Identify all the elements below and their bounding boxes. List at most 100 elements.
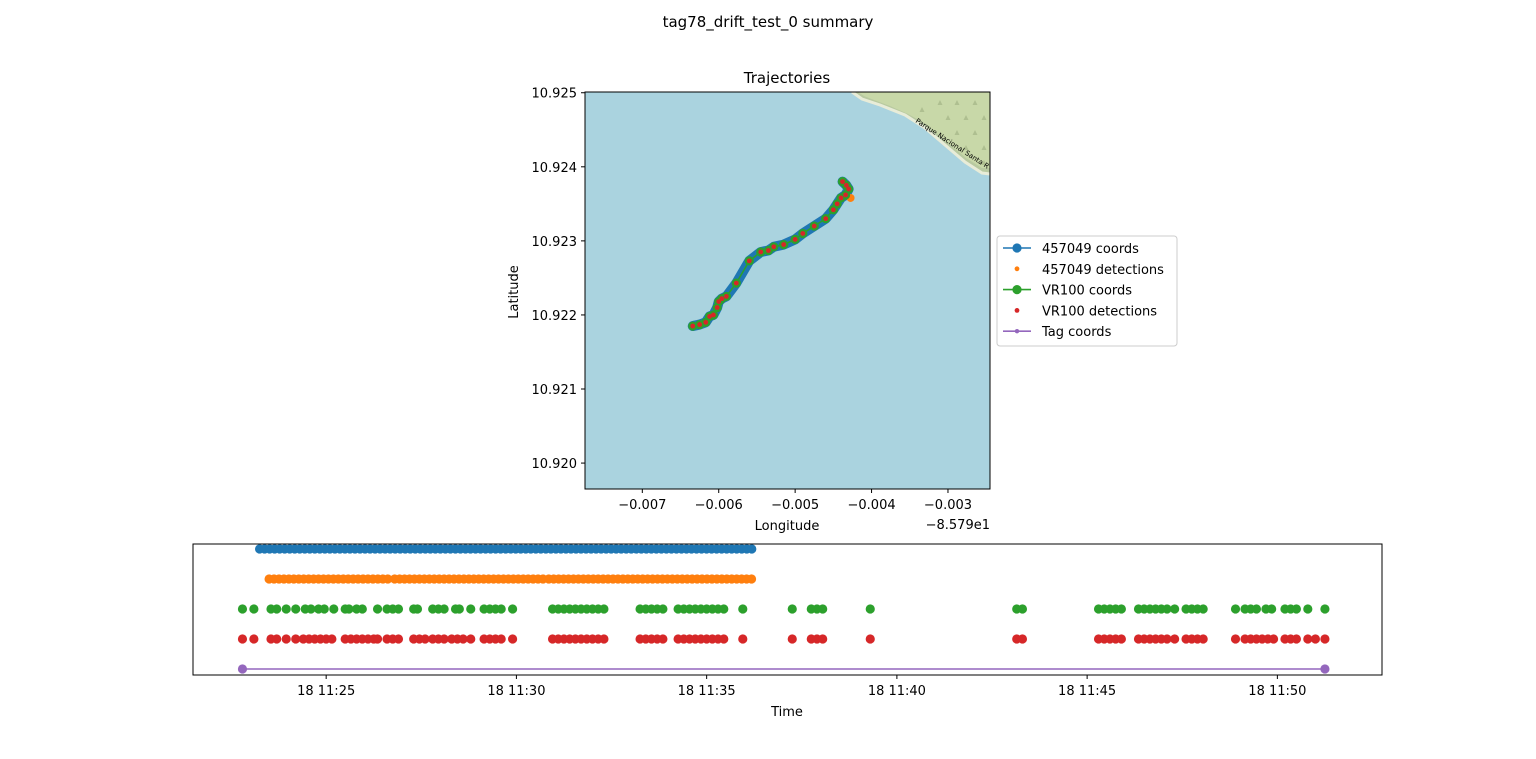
timeline-x-tick-label: 18 11:30 [487, 684, 545, 699]
timeline-point [291, 604, 301, 614]
vr100-detection-point [771, 244, 777, 250]
timeline-point [865, 604, 875, 614]
vr100-detection-point [765, 248, 771, 253]
timeline-point [237, 634, 248, 644]
timeline-point [319, 604, 329, 614]
legend-entry: Tag coords [1003, 325, 1112, 340]
timeline-point [599, 634, 609, 644]
timeline-marks [237, 544, 1330, 674]
vr100-detection-point [823, 216, 829, 222]
timeline-point [719, 634, 729, 644]
timeline-point [1320, 604, 1330, 614]
timeline-point [1303, 634, 1313, 644]
timeline-point [249, 634, 259, 644]
legend-marker [1014, 329, 1020, 334]
timeline-point [818, 604, 828, 614]
timeline-point [1310, 634, 1321, 644]
legend-label: Tag coords [1041, 325, 1112, 340]
map-x-tick-label: −0.004 [848, 498, 896, 513]
vr100-detection-point [716, 299, 722, 305]
timeline-point [1162, 634, 1172, 644]
timeline-point [1320, 634, 1330, 644]
timeline-point [1170, 634, 1180, 644]
timeline-point [327, 634, 337, 644]
timeline-point [1303, 604, 1313, 614]
trajectory-layer [687, 176, 855, 332]
timeline-point [249, 604, 259, 614]
timeline-point [738, 604, 748, 614]
timeline-point [1198, 634, 1208, 644]
timeline-point [1162, 604, 1172, 614]
timeline-point [237, 604, 248, 614]
timeline-point [1017, 604, 1028, 614]
map-y-tick-label: 10.921 [532, 383, 578, 398]
vr100-detection-point [697, 322, 703, 327]
vr100-detection-point [846, 186, 852, 192]
vr100-detection-point [830, 207, 836, 213]
timeline-point [865, 634, 875, 644]
timeline-point [747, 544, 757, 554]
vr100-detection-point [714, 305, 720, 310]
legend-marker [1012, 285, 1022, 295]
timeline-point [372, 634, 383, 644]
timeline-point [658, 604, 668, 614]
timeline-point [1291, 634, 1301, 644]
timeline-point [420, 634, 430, 644]
timeline-point [372, 604, 383, 614]
timeline-point [746, 574, 757, 584]
timeline-point [496, 604, 506, 614]
timeline-x-tick-label: 18 11:40 [868, 684, 926, 699]
map-x-axis: −0.007 −0.006 −0.005 −0.004 −0.003 [618, 489, 972, 513]
timeline-point [272, 604, 282, 614]
water-background [585, 92, 990, 489]
timeline-point [818, 634, 828, 644]
map-y-tick-label: 10.922 [532, 309, 578, 324]
map-y-tick-label: 10.925 [532, 87, 578, 102]
trajectories-panel: Trajectories Parque Nacional Santa R −0.… [507, 69, 991, 534]
timeline-point [658, 634, 668, 644]
legend-label: VR100 detections [1042, 304, 1157, 319]
vr100-detection-point [707, 314, 712, 319]
timeline-point [1291, 604, 1301, 614]
map-y-axis: 10.920 10.921 10.922 10.923 10.924 10.925 [532, 87, 585, 472]
timeline-point [466, 634, 476, 644]
timeline-point [1268, 634, 1279, 644]
timeline-point [439, 604, 449, 614]
figure-title: tag78_drift_test_0 summary [663, 13, 874, 32]
vr100-detection-point [719, 296, 725, 302]
timeline-point [496, 634, 506, 644]
vr100-detection-point [703, 319, 709, 325]
vr100-detection-point [710, 312, 716, 318]
timeline-point [599, 604, 609, 614]
timeline-point [454, 604, 464, 614]
timeline-point [1230, 604, 1241, 614]
timeline-point [1170, 604, 1180, 614]
map-x-tick-label: −0.006 [695, 498, 743, 513]
legend-entry: 457049 detections [1014, 263, 1164, 278]
legend-entry: VR100 detections [1014, 304, 1157, 319]
legend-marker [1014, 266, 1020, 272]
legend-label: 457049 coords [1042, 242, 1139, 257]
timeline-point [281, 634, 291, 644]
timeline-point [1230, 634, 1241, 644]
vr100-detection-point [838, 195, 844, 201]
map-x-tick-label: −0.005 [771, 498, 819, 513]
timeline-point [787, 634, 797, 644]
timeline-panel: 18 11:25 18 11:30 18 11:35 18 11:40 18 11:45… [192, 543, 1383, 720]
timeline-point [508, 634, 518, 644]
timeline-x-axis: 18 11:25 18 11:30 18 11:35 18 11:40 18 11:45… [297, 675, 1306, 699]
vr100-detection-point [792, 236, 798, 242]
timeline-point [357, 604, 367, 614]
timeline-point [738, 634, 748, 644]
vr100-detection-point [800, 231, 806, 236]
map-y-tick-label: 10.924 [532, 161, 578, 176]
timeline-point [291, 634, 301, 644]
legend-label: 457049 detections [1042, 263, 1164, 278]
timeline-point [306, 604, 316, 614]
timeline-point [329, 604, 339, 614]
timeline-point [412, 604, 423, 614]
vr100-detection-point [758, 249, 764, 255]
legend-entry: VR100 coords [1003, 284, 1132, 299]
timeline-point [719, 604, 729, 614]
legend: 457049 coords 457049 detections VR100 coor… [996, 235, 1178, 347]
